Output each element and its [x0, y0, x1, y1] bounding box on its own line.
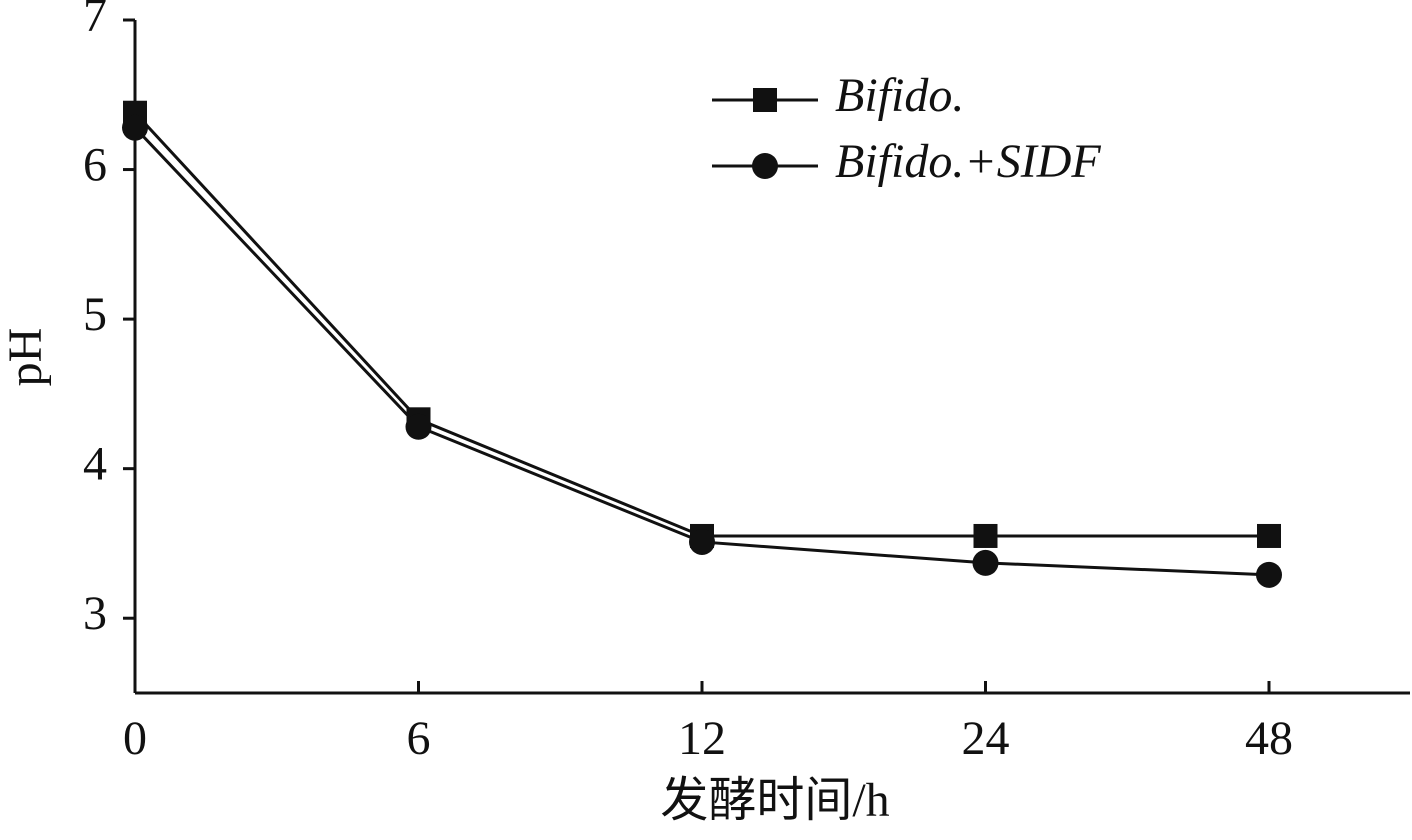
x-tick-label: 6 — [407, 712, 431, 765]
legend-marker — [753, 88, 777, 112]
y-tick-label: 4 — [83, 438, 107, 491]
x-axis-label: 发酵时间/h — [660, 774, 889, 827]
legend-label: Bifido. — [835, 69, 964, 122]
point — [1256, 561, 1282, 588]
line — [133, 126, 1270, 577]
point — [122, 114, 148, 141]
x-tick-label: 24 — [962, 712, 1010, 765]
x-tick-label: 48 — [1245, 712, 1293, 765]
y-tick-label: 7 — [83, 0, 107, 42]
point — [689, 528, 715, 555]
point — [972, 549, 999, 576]
y-tick-label: 3 — [83, 587, 107, 640]
legend-label: Bifido.+SIDF — [835, 135, 1101, 188]
y-tick-label: 5 — [83, 288, 107, 341]
point — [973, 523, 998, 548]
legend-marker — [752, 153, 778, 179]
y-axis-label: pH — [0, 328, 52, 387]
point — [405, 413, 432, 440]
x-tick-label: 12 — [678, 712, 726, 765]
y-tick-label: 6 — [83, 139, 107, 192]
x-tick-label: 0 — [123, 712, 147, 765]
point — [1257, 523, 1281, 548]
